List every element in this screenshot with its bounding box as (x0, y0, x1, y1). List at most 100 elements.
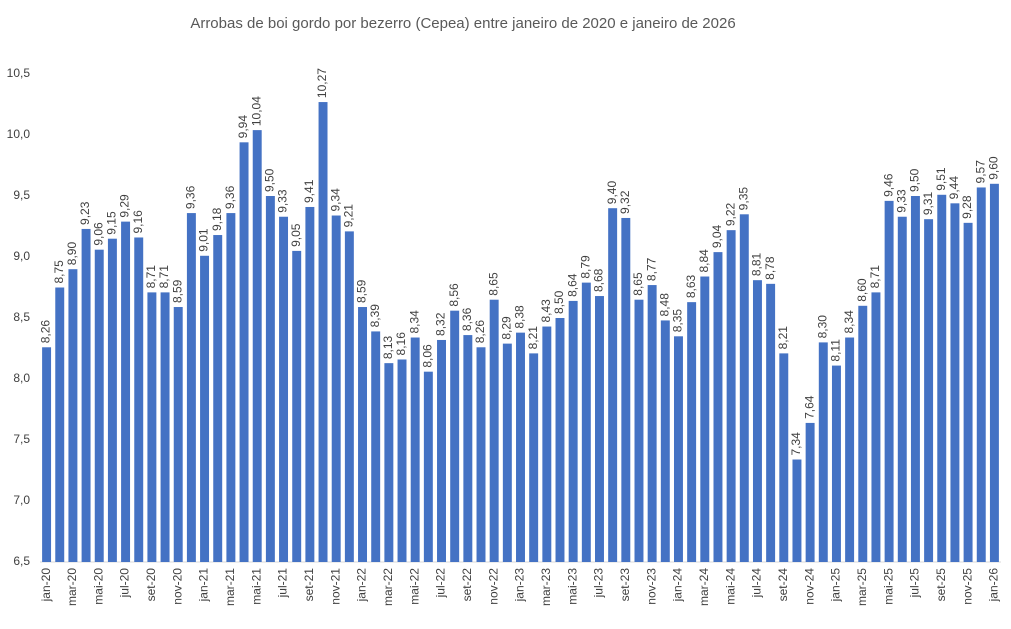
value-label: 8,79 (578, 255, 592, 279)
x-tick-label: jul-25 (908, 568, 922, 599)
y-tick-label: 8,5 (13, 310, 30, 324)
x-tick-label: mai-24 (723, 568, 737, 605)
x-tick-label: set-22 (460, 568, 474, 602)
value-label: 8,29 (500, 316, 514, 340)
x-tick-label: jan-23 (513, 568, 527, 603)
value-label: 8,21 (776, 326, 790, 350)
y-tick-label: 7,0 (13, 493, 30, 507)
bar (94, 249, 104, 562)
x-tick-label: jan-24 (671, 568, 685, 603)
value-label: 8,81 (750, 252, 764, 276)
value-label: 8,68 (592, 268, 606, 292)
x-tick-label: set-23 (618, 568, 632, 602)
value-label: 9,57 (973, 160, 987, 184)
bar (239, 142, 249, 562)
bar (884, 200, 894, 562)
x-tick-label: mai-25 (881, 568, 895, 605)
x-tick-label: jan-22 (355, 568, 369, 603)
bar (871, 292, 881, 562)
bar (976, 187, 986, 562)
value-label: 9,50 (263, 168, 277, 192)
value-label: 9,33 (894, 189, 908, 213)
bar (634, 299, 644, 562)
bar (423, 371, 433, 562)
bar (608, 208, 618, 562)
bar (937, 194, 947, 562)
x-tick-label: nov-24 (802, 568, 816, 605)
x-tick-label: jul-24 (750, 568, 764, 599)
value-label: 9,35 (736, 187, 750, 211)
value-label: 8,78 (763, 256, 777, 280)
value-label: 10,27 (315, 68, 329, 98)
value-label: 8,35 (671, 309, 685, 333)
value-label: 8,65 (486, 272, 500, 296)
x-tick-label: jan-26 (987, 568, 1001, 603)
bar (673, 336, 683, 562)
value-label: 8,75 (52, 260, 66, 284)
value-label: 9,16 (131, 210, 145, 234)
bar (502, 343, 512, 562)
bar (647, 285, 657, 562)
value-label: 9,15 (105, 211, 119, 235)
value-label: 9,28 (960, 195, 974, 219)
y-tick-label: 9,0 (13, 249, 30, 263)
value-label: 9,94 (236, 115, 250, 139)
bar (371, 331, 381, 562)
x-tick-label: nov-20 (170, 568, 184, 605)
x-tick-label: set-21 (302, 568, 316, 602)
x-tick-label: mai-23 (565, 568, 579, 605)
value-label: 10,04 (249, 96, 263, 126)
x-tick-label: mar-24 (697, 568, 711, 606)
bar (226, 213, 236, 562)
bar (818, 342, 828, 562)
value-label: 9,22 (723, 202, 737, 226)
bar (68, 269, 78, 562)
x-tick-label: nov-21 (328, 568, 342, 605)
bar (910, 196, 920, 562)
bar (752, 280, 762, 562)
bar (581, 282, 591, 562)
bar (147, 292, 157, 562)
bar (358, 307, 368, 562)
bar (621, 217, 631, 562)
bar (384, 363, 394, 562)
bar (950, 203, 960, 562)
x-tick-label: mar-25 (855, 568, 869, 606)
bar (489, 299, 499, 562)
value-label: 8,34 (407, 310, 421, 334)
value-label: 8,71 (157, 265, 171, 289)
y-tick-label: 8,0 (13, 371, 30, 385)
bar (279, 216, 289, 563)
value-label: 9,18 (210, 207, 224, 231)
value-label: 9,01 (197, 228, 211, 252)
bar (252, 130, 262, 562)
value-label: 9,51 (934, 167, 948, 191)
bar (450, 310, 460, 562)
value-label: 8,36 (460, 307, 474, 331)
value-label: 8,16 (394, 332, 408, 356)
x-tick-label: set-24 (776, 568, 790, 602)
x-tick-label: jul-23 (592, 568, 606, 599)
value-label: 8,63 (684, 274, 698, 298)
bar (660, 320, 670, 562)
value-label: 9,32 (618, 190, 632, 214)
bar (529, 353, 539, 562)
value-label: 9,23 (78, 201, 92, 225)
bar (858, 305, 868, 562)
bar (845, 337, 855, 562)
bar (292, 250, 302, 562)
bar (160, 292, 170, 562)
bar (766, 283, 776, 562)
bar (726, 230, 736, 562)
bar (463, 335, 473, 562)
y-tick-label: 10,0 (7, 127, 31, 141)
bar (265, 196, 275, 562)
value-label: 9,29 (118, 194, 132, 218)
x-tick-label: set-25 (934, 568, 948, 602)
bar (963, 222, 973, 562)
x-tick-label: jan-20 (39, 568, 53, 603)
value-label: 8,56 (447, 283, 461, 307)
y-tick-label: 7,5 (13, 432, 30, 446)
value-label: 8,60 (855, 278, 869, 302)
